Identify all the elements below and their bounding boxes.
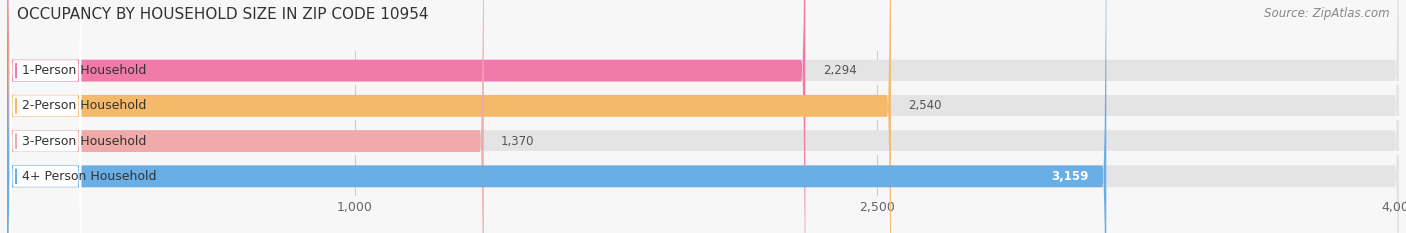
Text: 1,370: 1,370: [501, 135, 534, 148]
FancyBboxPatch shape: [7, 0, 484, 233]
FancyBboxPatch shape: [7, 0, 1399, 233]
FancyBboxPatch shape: [7, 0, 1107, 233]
FancyBboxPatch shape: [7, 0, 1399, 233]
Text: Source: ZipAtlas.com: Source: ZipAtlas.com: [1264, 7, 1389, 20]
FancyBboxPatch shape: [7, 0, 806, 233]
Text: 2-Person Household: 2-Person Household: [22, 99, 146, 112]
Text: 3,159: 3,159: [1052, 170, 1088, 183]
Text: 4+ Person Household: 4+ Person Household: [22, 170, 157, 183]
Text: 2,294: 2,294: [823, 64, 856, 77]
FancyBboxPatch shape: [10, 0, 82, 233]
FancyBboxPatch shape: [7, 0, 1399, 233]
FancyBboxPatch shape: [10, 0, 82, 233]
Text: 2,540: 2,540: [908, 99, 942, 112]
Text: OCCUPANCY BY HOUSEHOLD SIZE IN ZIP CODE 10954: OCCUPANCY BY HOUSEHOLD SIZE IN ZIP CODE …: [17, 7, 429, 22]
FancyBboxPatch shape: [10, 0, 82, 233]
FancyBboxPatch shape: [7, 0, 891, 233]
FancyBboxPatch shape: [7, 0, 1399, 233]
Text: 3-Person Household: 3-Person Household: [22, 135, 146, 148]
Text: 1-Person Household: 1-Person Household: [22, 64, 146, 77]
FancyBboxPatch shape: [10, 0, 82, 233]
